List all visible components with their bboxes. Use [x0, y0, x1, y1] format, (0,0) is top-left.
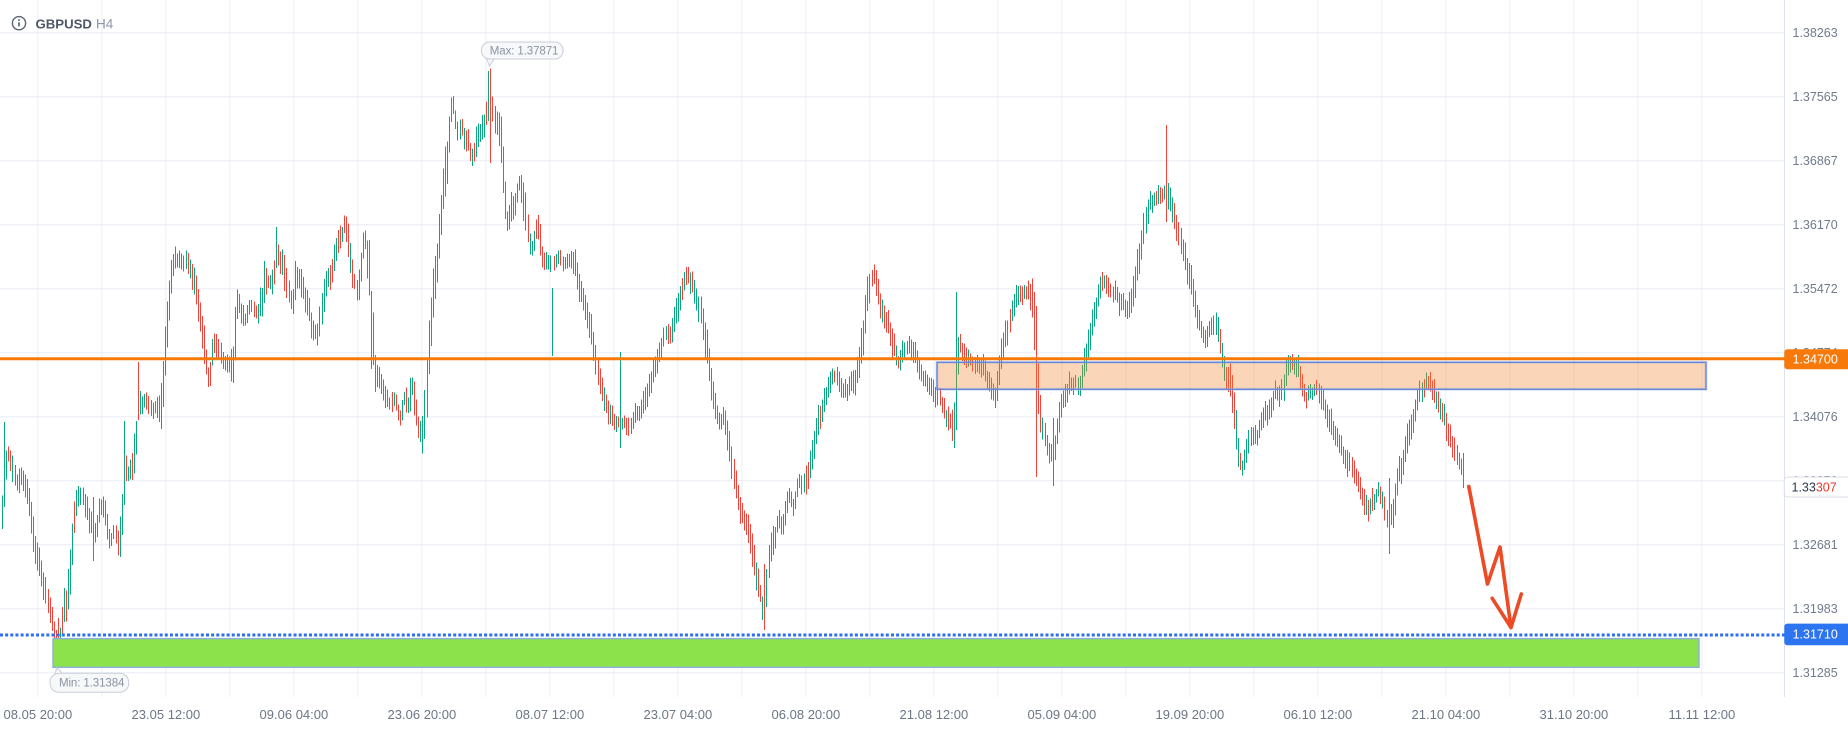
svg-text:19.09 20:00: 19.09 20:00	[1156, 707, 1225, 722]
svg-text:1.31285: 1.31285	[1793, 666, 1838, 680]
svg-text:Max: 1.37871: Max: 1.37871	[490, 45, 559, 57]
svg-text:23.05 12:00: 23.05 12:00	[132, 707, 201, 722]
svg-text:1.32681: 1.32681	[1793, 538, 1838, 552]
svg-text:GBPUSD: GBPUSD	[36, 16, 92, 31]
svg-text:1.36867: 1.36867	[1793, 154, 1838, 168]
svg-text:1.35472: 1.35472	[1793, 282, 1838, 296]
svg-text:09.06 04:00: 09.06 04:00	[260, 707, 329, 722]
svg-text:06.10 12:00: 06.10 12:00	[1284, 707, 1353, 722]
svg-text:05.09 04:00: 05.09 04:00	[1028, 707, 1097, 722]
svg-text:1.38263: 1.38263	[1793, 26, 1838, 40]
svg-text:1.34700: 1.34700	[1793, 352, 1838, 366]
svg-text:1.37565: 1.37565	[1793, 90, 1838, 104]
svg-text:1.31983: 1.31983	[1793, 602, 1838, 616]
svg-text:23.07 04:00: 23.07 04:00	[644, 707, 713, 722]
svg-text:23.06 20:00: 23.06 20:00	[388, 707, 457, 722]
svg-text:1.34076: 1.34076	[1793, 410, 1838, 424]
svg-text:1.36170: 1.36170	[1793, 218, 1838, 232]
svg-text:08.05 20:00: 08.05 20:00	[4, 707, 73, 722]
svg-text:H4: H4	[96, 16, 114, 31]
svg-text:21.08 12:00: 21.08 12:00	[900, 707, 969, 722]
svg-text:06.08 20:00: 06.08 20:00	[772, 707, 841, 722]
svg-text:31.10 20:00: 31.10 20:00	[1540, 707, 1609, 722]
svg-text:1.31710: 1.31710	[1793, 628, 1838, 642]
svg-text:1.33307: 1.33307	[1792, 481, 1837, 495]
svg-text:21.10 04:00: 21.10 04:00	[1412, 707, 1481, 722]
svg-text:11.11 12:00: 11.11 12:00	[1669, 707, 1736, 722]
svg-text:Min: 1.31384: Min: 1.31384	[59, 678, 125, 690]
svg-text:08.07 12:00: 08.07 12:00	[516, 707, 585, 722]
